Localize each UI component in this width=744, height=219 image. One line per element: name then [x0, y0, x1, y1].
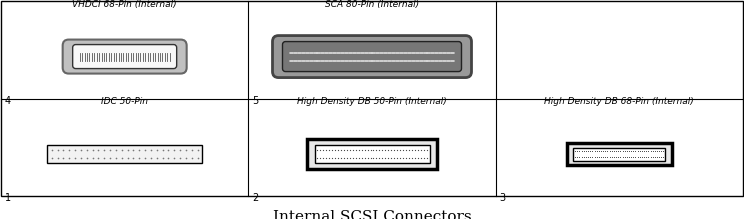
Text: 4: 4	[5, 95, 11, 106]
Text: 2: 2	[252, 193, 259, 203]
Text: VHDCI 68-Pin (Internal): VHDCI 68-Pin (Internal)	[72, 0, 177, 9]
Text: High Density DB 68-Pin (Internal): High Density DB 68-Pin (Internal)	[545, 97, 694, 106]
FancyBboxPatch shape	[62, 40, 187, 74]
FancyBboxPatch shape	[73, 45, 176, 69]
Text: SCA 80-Pin (Internal): SCA 80-Pin (Internal)	[325, 0, 419, 9]
Bar	[574, 148, 665, 161]
Text: 1: 1	[5, 193, 11, 203]
Text: IDC 50-Pin: IDC 50-Pin	[101, 97, 148, 106]
Text: Internal SCSI Connectors: Internal SCSI Connectors	[273, 210, 471, 219]
FancyBboxPatch shape	[272, 35, 472, 78]
Bar	[315, 145, 429, 163]
FancyBboxPatch shape	[283, 42, 461, 72]
Bar	[567, 143, 672, 165]
Text: 3: 3	[500, 193, 506, 203]
Text: High Density DB 50-Pin (Internal): High Density DB 50-Pin (Internal)	[297, 97, 447, 106]
Bar	[47, 145, 202, 163]
Text: 5: 5	[252, 95, 259, 106]
Bar	[1, 1, 743, 196]
Bar	[307, 139, 437, 169]
